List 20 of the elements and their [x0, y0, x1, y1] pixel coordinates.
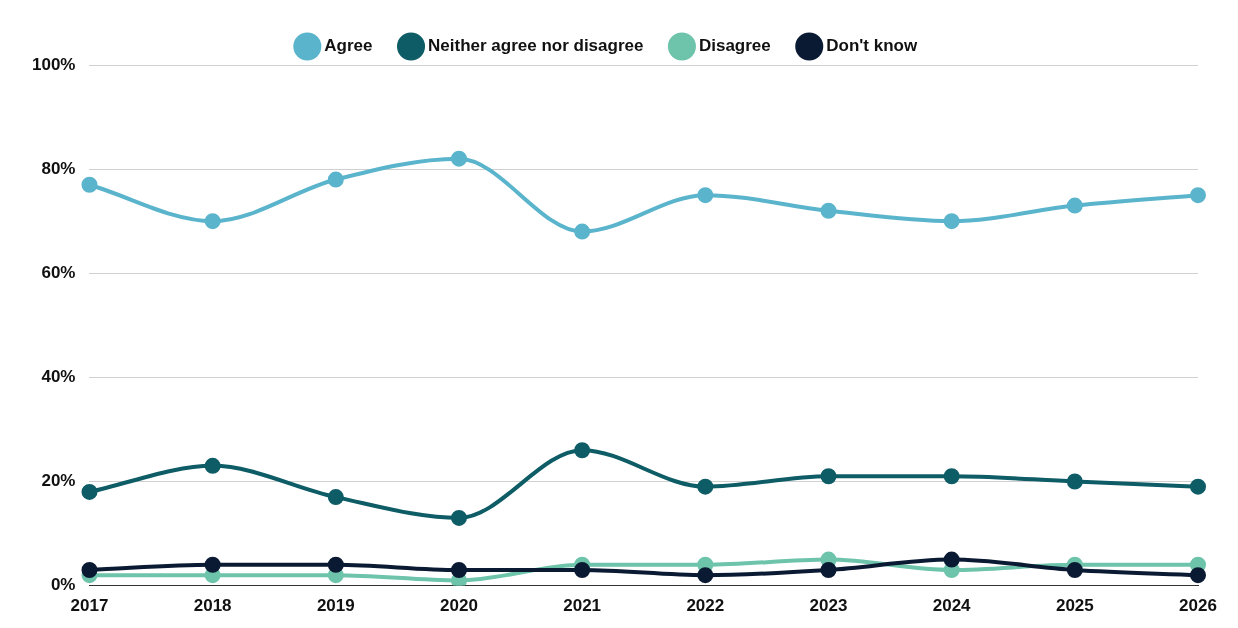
y-tick-label: 60% [41, 262, 76, 282]
x-tick-label: 2020 [440, 596, 478, 616]
x-tick-label: 2019 [316, 596, 355, 616]
y-tick-label: 80% [41, 158, 76, 178]
x-tick-label: 2025 [1055, 596, 1094, 616]
y-tick-label: 40% [41, 367, 76, 387]
x-tick-label: 2017 [70, 596, 109, 616]
legend-label: Disagree [698, 36, 771, 56]
y-tick-label: 100% [32, 54, 76, 74]
legend-label: Agree [324, 36, 373, 56]
x-tick-label: 2023 [809, 596, 848, 616]
y-tick-label: 0% [50, 575, 76, 595]
y-tick-label: 20% [41, 471, 76, 491]
x-tick-label: 2024 [932, 596, 972, 616]
legend-label: Don't know [826, 36, 918, 56]
x-tick-label: 2022 [686, 596, 725, 616]
x-tick-label: 2026 [1179, 596, 1217, 616]
x-tick-label: 2018 [193, 596, 232, 616]
legend-label: Neither agree nor disagree [428, 36, 644, 56]
x-tick-label: 2021 [563, 596, 602, 616]
